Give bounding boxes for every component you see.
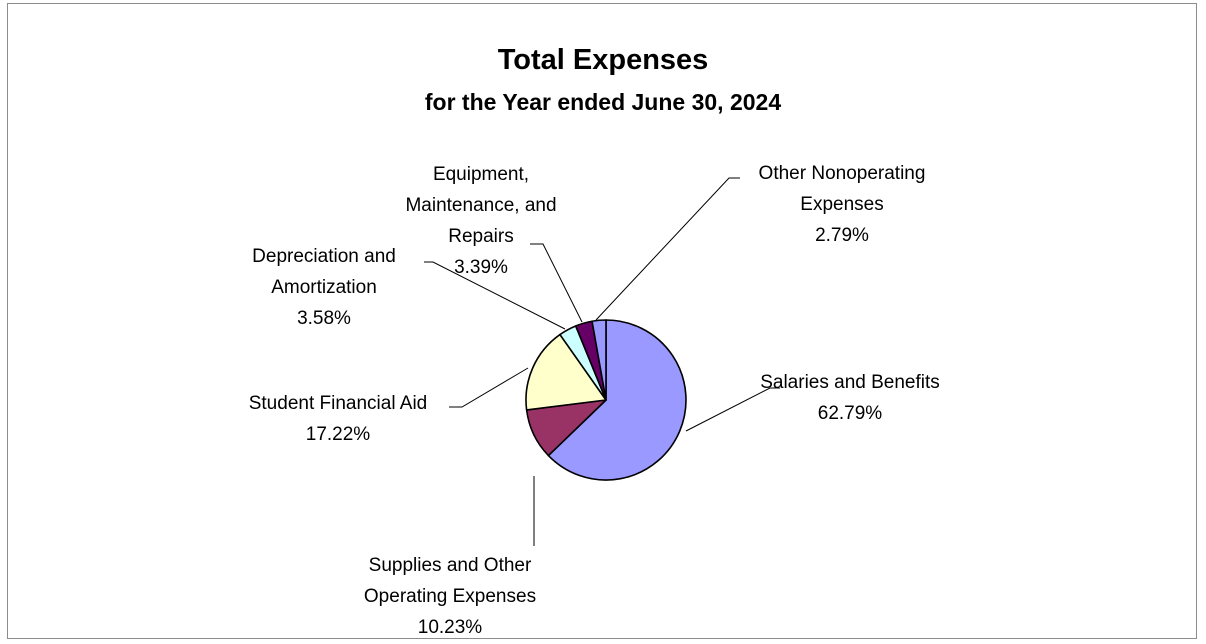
leader-line	[685, 387, 780, 432]
slice-value-label: 62.79%	[818, 403, 883, 424]
leader-line	[449, 367, 529, 408]
slice-category-label: Depreciation and	[252, 246, 396, 267]
slice-category-label: Other Nonoperating	[759, 163, 926, 184]
slice-value-label: 3.58%	[297, 308, 351, 329]
slice-value-label: 2.79%	[815, 225, 869, 246]
leader-line	[424, 261, 566, 330]
slice-category-label: Maintenance, and	[405, 195, 556, 216]
slice-value-label: 10.23%	[418, 617, 483, 638]
chart-subtitle: for the Year ended June 30, 2024	[425, 89, 781, 115]
slice-category-label: Supplies and Other	[369, 555, 532, 576]
leader-line	[595, 177, 740, 321]
slice-category-label: Operating Expenses	[364, 586, 536, 607]
slice-labels: Salaries and Benefits 62.79% Supplies and …	[249, 163, 940, 638]
slice-category-label: Salaries and Benefits	[760, 372, 940, 393]
pie-slice	[547, 319, 687, 481]
slice-category-label: Repairs	[448, 226, 513, 247]
slice-category-label: Student Financial Aid	[249, 393, 428, 414]
pie-slices	[525, 319, 687, 481]
leader-line	[530, 243, 583, 323]
chart-title: Total Expenses	[498, 44, 709, 76]
slice-value-label: 3.39%	[454, 257, 508, 278]
slice-category-label: Amortization	[271, 277, 377, 298]
leader-lines	[424, 177, 780, 546]
slice-category-label: Expenses	[800, 194, 883, 215]
pie-slice	[525, 333, 607, 411]
slice-value-label: 17.22%	[306, 424, 371, 445]
pie-slice	[591, 319, 607, 401]
slice-category-label: Equipment,	[433, 164, 529, 185]
